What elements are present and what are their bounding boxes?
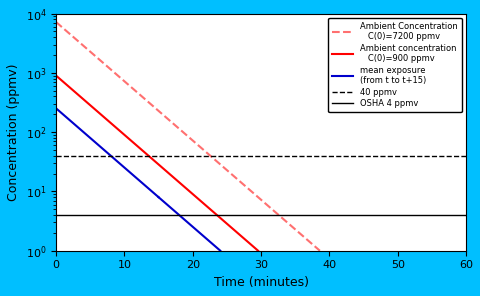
- X-axis label: Time (minutes): Time (minutes): [214, 276, 309, 289]
- Legend: Ambient Concentration
   C(0)=7200 ppmv, Ambient concentration
   C(0)=900 ppmv,: Ambient Concentration C(0)=7200 ppmv, Am…: [328, 18, 462, 112]
- Y-axis label: Concentration (ppmv): Concentration (ppmv): [7, 63, 20, 201]
